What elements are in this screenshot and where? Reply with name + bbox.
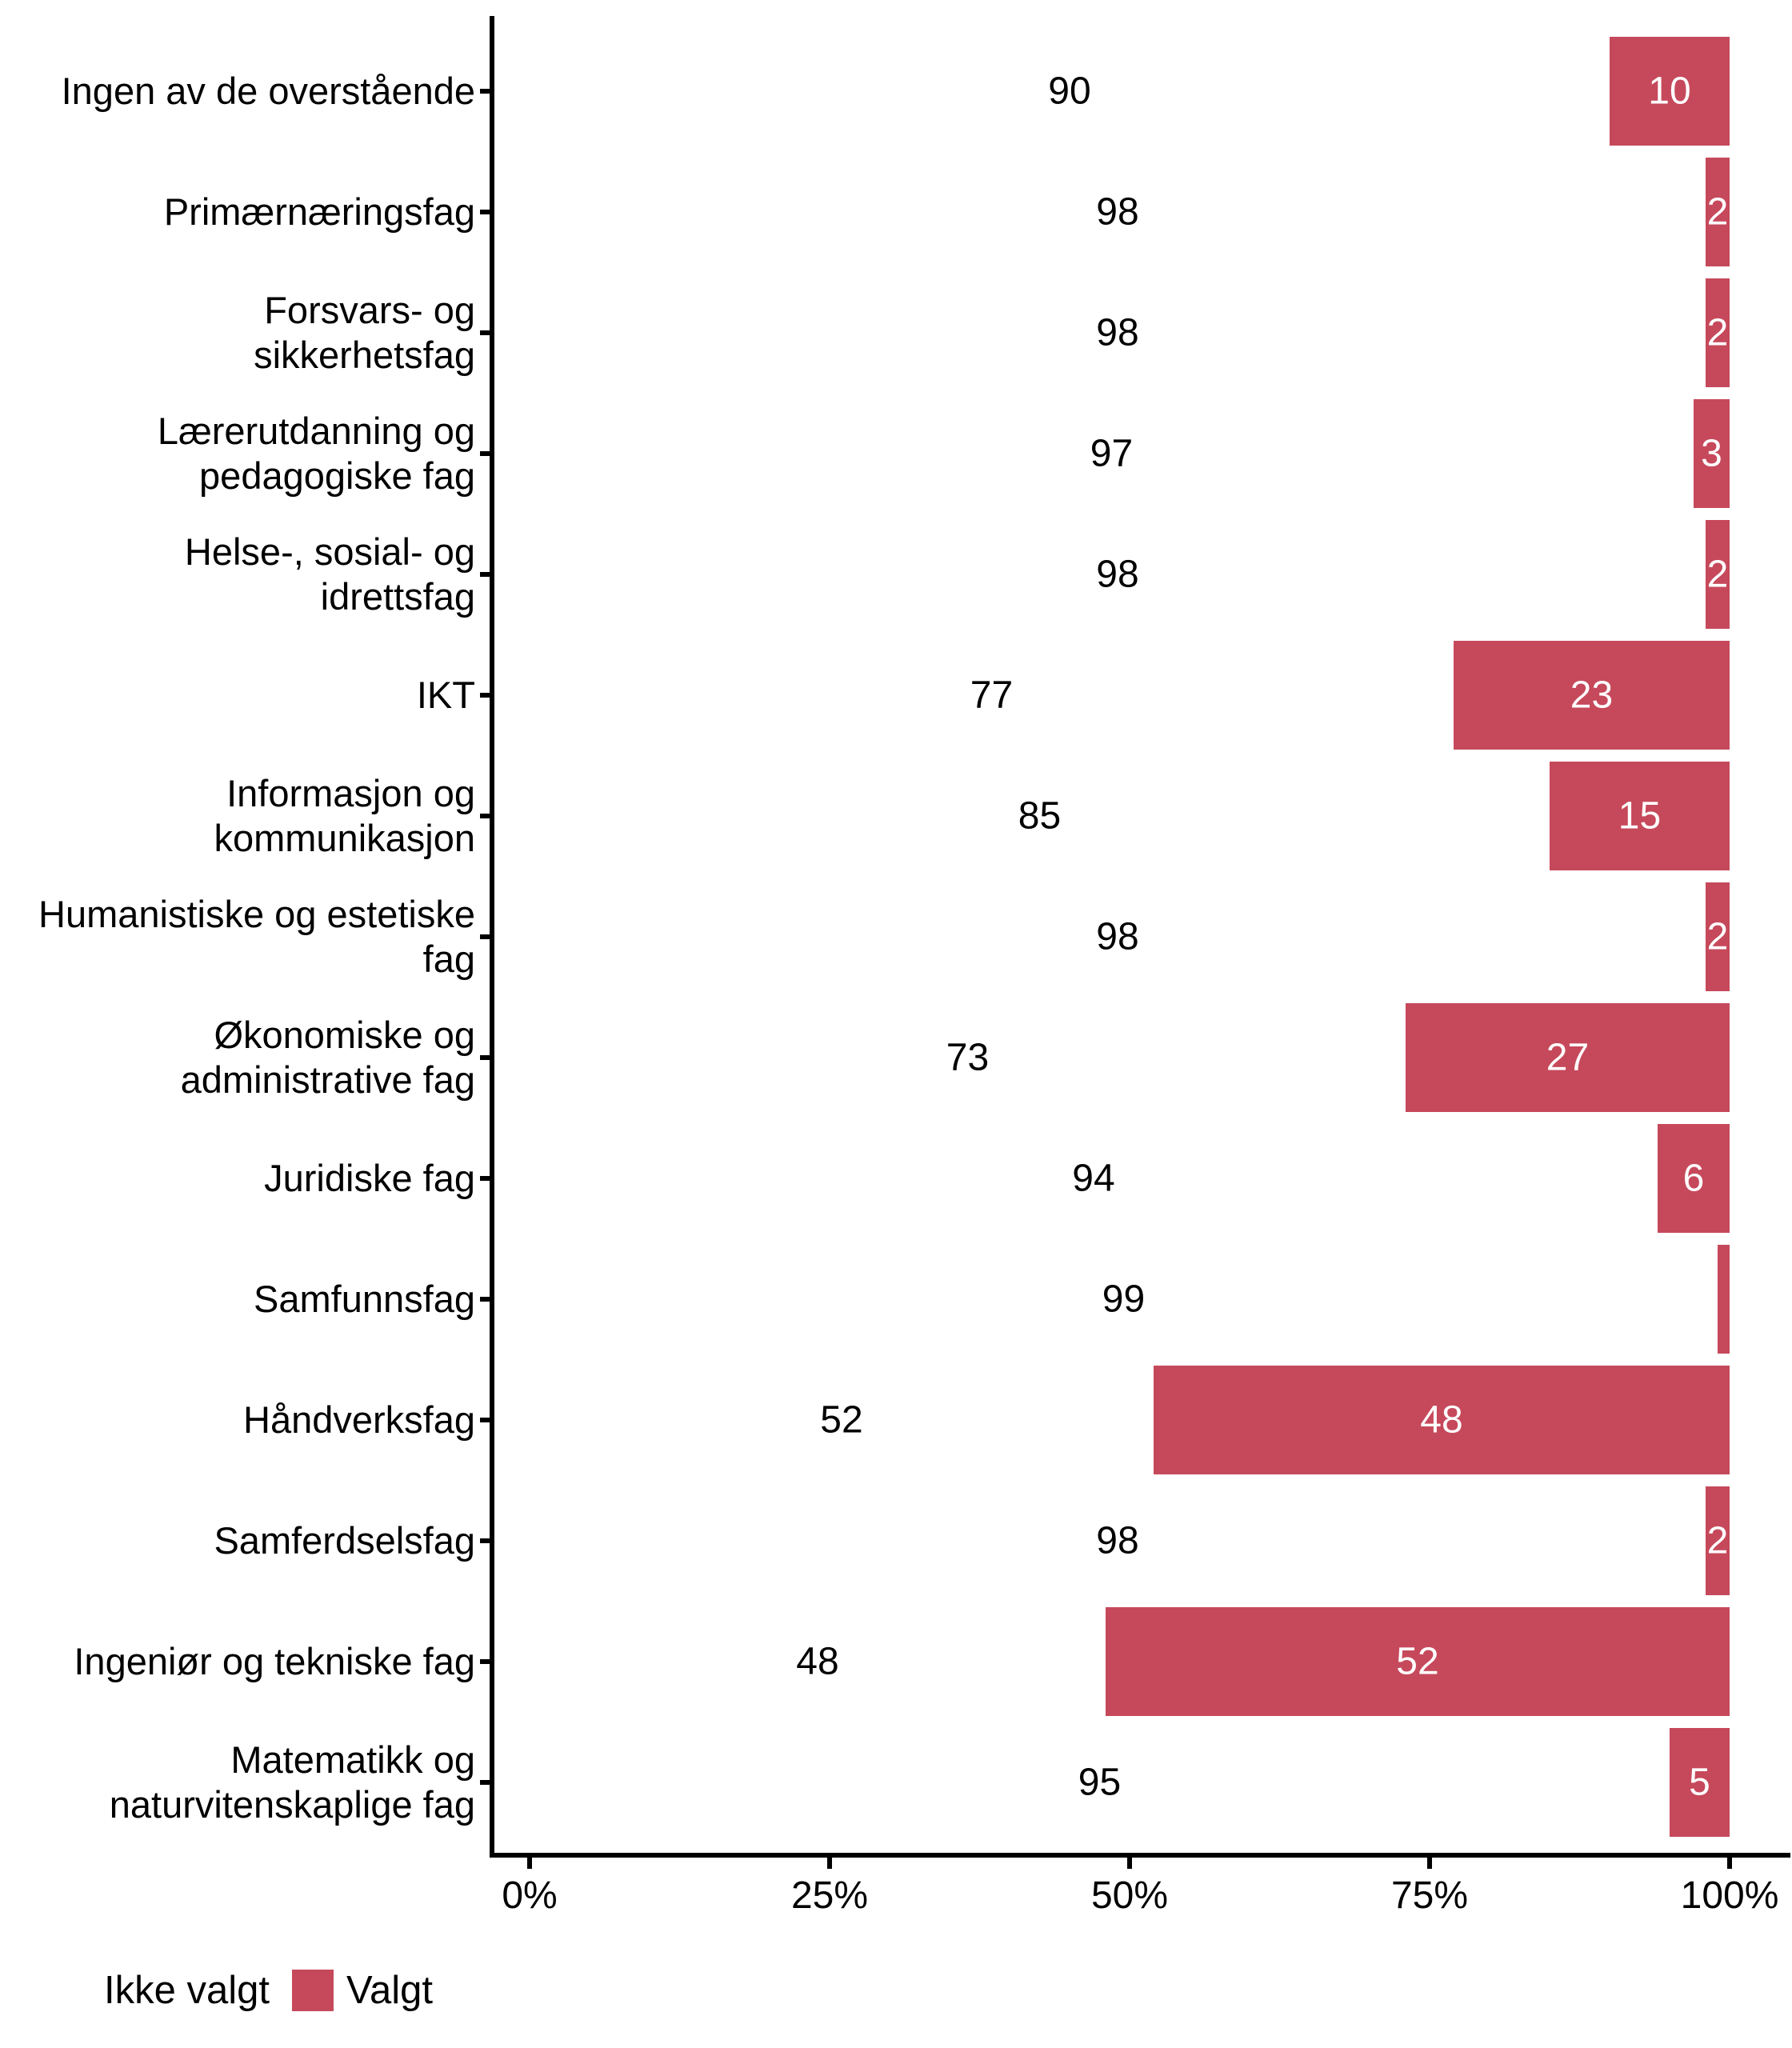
category-label: Håndverksfag bbox=[243, 1398, 475, 1441]
valgt-bar bbox=[1694, 399, 1730, 508]
legend: Ikke valgt Valgt bbox=[50, 1966, 433, 2014]
valgt-value-label: 48 bbox=[1420, 1398, 1463, 1442]
x-axis-tick-label: 25% bbox=[790, 1874, 869, 1917]
ikke-valgt-value-label: 99 bbox=[1102, 1278, 1146, 1321]
valgt-bar bbox=[1706, 1486, 1730, 1595]
valgt-value-label: 27 bbox=[1546, 1036, 1590, 1079]
y-axis-tick bbox=[480, 1659, 490, 1664]
category-label: Ingen av de overstående bbox=[61, 70, 475, 112]
valgt-bar bbox=[1706, 278, 1730, 387]
valgt-bar bbox=[1106, 1607, 1730, 1716]
valgt-value-label: 6 bbox=[1682, 1157, 1705, 1200]
valgt-value-label: 5 bbox=[1689, 1761, 1710, 1804]
ikke-valgt-value-label: 98 bbox=[1096, 1519, 1139, 1562]
y-axis-tick bbox=[480, 934, 490, 939]
category-label: Ingeniør og tekniske fag bbox=[74, 1640, 475, 1682]
y-axis-tick bbox=[480, 210, 490, 214]
valgt-value-label: 23 bbox=[1570, 674, 1614, 717]
valgt-value-label: 15 bbox=[1618, 794, 1662, 838]
valgt-value-label: 2 bbox=[1706, 915, 1729, 958]
valgt-value-label: 2 bbox=[1706, 311, 1729, 354]
ikke-valgt-value-label: 48 bbox=[796, 1640, 839, 1683]
x-axis-line bbox=[490, 1853, 1790, 1858]
category-label: Forsvars- og sikkerhetsfag bbox=[254, 289, 475, 376]
y-axis-tick bbox=[480, 330, 490, 335]
category-label: Lærerutdanning og pedagogiske fag bbox=[157, 410, 475, 497]
x-axis-tick bbox=[1727, 1858, 1732, 1869]
y-axis-tick bbox=[480, 1055, 490, 1060]
valgt-bar bbox=[1706, 158, 1730, 266]
y-axis-tick bbox=[480, 1780, 490, 1785]
x-axis-tick-label: 50% bbox=[1090, 1874, 1169, 1917]
ikke-valgt-value-label: 98 bbox=[1096, 311, 1139, 354]
ikke-valgt-value-label: 94 bbox=[1072, 1157, 1115, 1200]
y-axis-tick bbox=[480, 814, 490, 818]
y-axis-tick bbox=[480, 693, 490, 698]
x-axis-tick-label: 75% bbox=[1390, 1874, 1469, 1917]
x-axis-tick bbox=[1427, 1858, 1432, 1869]
category-label: Informasjon og kommunikasjon bbox=[214, 772, 475, 859]
valgt-swatch bbox=[291, 1970, 334, 2011]
y-axis-tick bbox=[480, 1297, 490, 1302]
valgt-value-label: 3 bbox=[1701, 432, 1722, 475]
valgt-legend-label: Valgt bbox=[346, 1969, 434, 2012]
y-axis-tick bbox=[480, 89, 490, 94]
y-axis-tick bbox=[480, 572, 490, 577]
valgt-bar bbox=[1658, 1124, 1730, 1233]
y-axis-tick bbox=[480, 1418, 490, 1422]
category-label: Juridiske fag bbox=[264, 1157, 475, 1199]
ikke-valgt-value-label: 98 bbox=[1096, 915, 1139, 958]
valgt-value-label: 52 bbox=[1396, 1640, 1439, 1683]
ikke-valgt-swatch bbox=[50, 1970, 91, 2011]
valgt-bar bbox=[1706, 882, 1730, 991]
x-axis-tick-label: 0% bbox=[502, 1874, 558, 1917]
x-axis-tick bbox=[527, 1858, 532, 1869]
valgt-bar bbox=[1610, 37, 1730, 146]
legend-item-ikke-valgt: Ikke valgt bbox=[50, 1968, 270, 2013]
category-label: Matematikk og naturvitenskaplige fag bbox=[109, 1738, 475, 1826]
category-label: Primærnæringsfag bbox=[163, 190, 475, 233]
ikke-valgt-value-label: 52 bbox=[820, 1398, 863, 1442]
x-axis-tick bbox=[1127, 1858, 1132, 1869]
valgt-bar bbox=[1406, 1003, 1730, 1112]
ikke-valgt-value-label: 90 bbox=[1048, 70, 1091, 113]
valgt-bar bbox=[1706, 520, 1730, 629]
y-axis-tick bbox=[480, 1176, 490, 1181]
ikke-valgt-value-label: 98 bbox=[1096, 553, 1139, 596]
ikke-valgt-value-label: 95 bbox=[1078, 1761, 1122, 1804]
valgt-bar bbox=[1154, 1366, 1730, 1474]
category-label: Økonomiske og administrative fag bbox=[180, 1014, 475, 1101]
ikke-valgt-value-label: 85 bbox=[1018, 794, 1062, 838]
valgt-bar bbox=[1454, 641, 1730, 750]
category-label: Helse-, sosial- og idrettsfag bbox=[184, 530, 475, 618]
ikke-valgt-value-label: 97 bbox=[1090, 432, 1134, 475]
category-label: Samferdselsfag bbox=[214, 1519, 475, 1562]
y-axis-tick bbox=[480, 451, 490, 456]
valgt-bar bbox=[1718, 1245, 1730, 1354]
valgt-bar bbox=[1670, 1728, 1730, 1837]
valgt-value-label: 10 bbox=[1648, 70, 1691, 113]
ikke-valgt-value-label: 98 bbox=[1096, 190, 1139, 234]
valgt-value-label: 2 bbox=[1706, 1519, 1729, 1562]
ikke-valgt-value-label: 73 bbox=[946, 1036, 990, 1079]
valgt-value-label: 2 bbox=[1706, 553, 1729, 596]
valgt-value-label: 2 bbox=[1706, 190, 1729, 234]
y-axis-tick bbox=[480, 1538, 490, 1543]
valgt-bar bbox=[1550, 762, 1730, 870]
x-axis-tick bbox=[827, 1858, 832, 1869]
y-axis-line bbox=[490, 16, 494, 1858]
category-label: IKT bbox=[416, 674, 475, 716]
ikke-valgt-legend-label: Ikke valgt bbox=[104, 1969, 270, 2012]
category-label: Samfunnsfag bbox=[254, 1278, 475, 1320]
legend-item-valgt: Valgt bbox=[291, 1968, 434, 2013]
x-axis-tick-label: 100% bbox=[1680, 1874, 1779, 1917]
category-label: Humanistiske og estetiske fag bbox=[38, 893, 475, 980]
ikke-valgt-value-label: 77 bbox=[970, 674, 1014, 717]
